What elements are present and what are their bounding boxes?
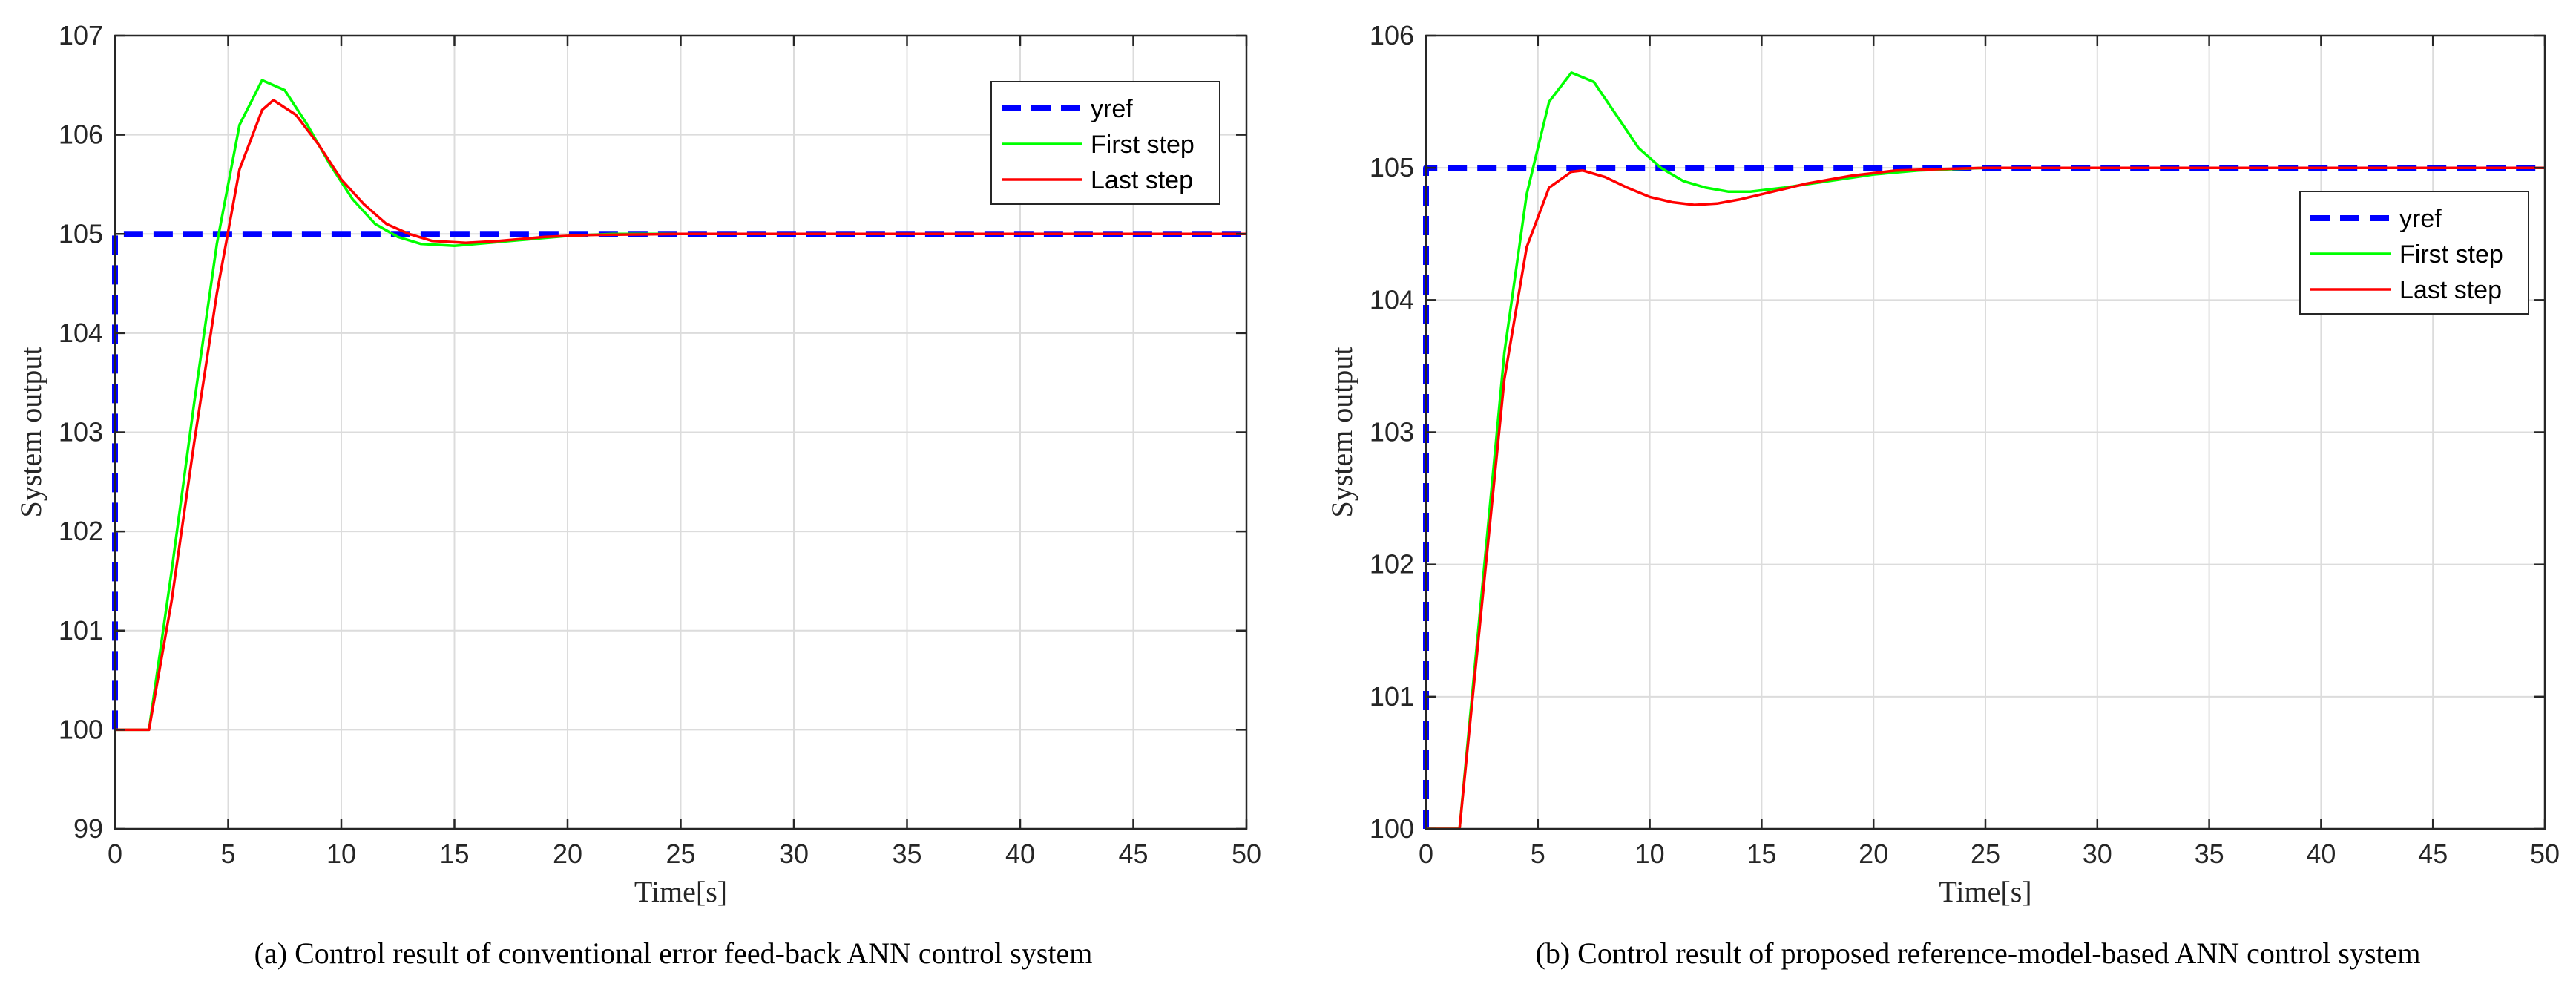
x-tick-label: 45 <box>2418 839 2448 869</box>
legend: yref First step Last step <box>2299 191 2529 315</box>
y-tick-label: 105 <box>59 218 103 249</box>
x-axis-label: Time[s] <box>1939 875 2031 908</box>
y-tick-label: 100 <box>59 714 103 744</box>
y-tick-label: 105 <box>1370 152 1414 183</box>
y-axis-label: System output <box>14 347 47 517</box>
y-axis: 100 101 102 103 104 105 106 <box>1370 20 2545 844</box>
figure-caption: (b) Control result of proposed reference… <box>1536 937 2421 970</box>
x-tick-label: 25 <box>1971 839 2000 869</box>
y-axis: 99 100 101 102 103 104 105 106 107 <box>59 20 1246 844</box>
x-tick-label: 30 <box>779 839 809 869</box>
x-tick-label: 15 <box>1747 839 1776 869</box>
x-tick-label: 50 <box>2530 839 2560 869</box>
legend-label: yref <box>1091 95 1133 123</box>
x-tick-label: 0 <box>108 839 122 869</box>
x-tick-label: 35 <box>2195 839 2224 869</box>
series-line-last-step <box>1426 166 2545 830</box>
x-tick-label: 5 <box>220 839 235 869</box>
x-tick-label: 40 <box>1005 839 1035 869</box>
y-tick-label: 101 <box>1370 681 1414 712</box>
legend-label: First step <box>2399 240 2503 269</box>
y-tick-label: 106 <box>59 119 103 150</box>
x-tick-label: 20 <box>553 839 582 869</box>
legend-label: yref <box>2399 205 2442 233</box>
x-tick-label: 20 <box>1859 839 1888 869</box>
x-tick-label: 10 <box>1635 839 1665 869</box>
y-tick-label: 102 <box>1370 549 1414 580</box>
y-tick-label: 102 <box>59 516 103 546</box>
x-tick-label: 0 <box>1419 839 1433 869</box>
y-tick-label: 104 <box>1370 284 1414 315</box>
figure-caption: (a) Control result of conventional error… <box>254 937 1093 970</box>
x-tick-label: 30 <box>2083 839 2112 869</box>
x-tick-label: 25 <box>666 839 695 869</box>
x-tick-label: 10 <box>326 839 356 869</box>
x-tick-label: 15 <box>439 839 469 869</box>
x-tick-label: 45 <box>1118 839 1148 869</box>
x-axis: 0 5 10 15 20 25 30 35 40 45 50 <box>108 36 1261 869</box>
y-tick-label: 107 <box>59 20 103 50</box>
x-tick-label: 5 <box>1531 839 1545 869</box>
y-tick-label: 104 <box>59 318 103 348</box>
y-tick-label: 103 <box>59 417 103 447</box>
y-tick-label: 100 <box>1370 813 1414 844</box>
y-axis-label: System output <box>1325 347 1358 517</box>
series-line-last-step <box>115 99 1246 732</box>
chart-panel-b: 0 5 10 15 20 25 30 35 40 45 5010010110210310410510… <box>1325 20 2560 970</box>
y-tick-label: 106 <box>1370 20 1414 50</box>
x-tick-label: 35 <box>892 839 921 869</box>
legend-label: Last step <box>2399 276 2502 304</box>
legend: yref First step Last step <box>990 81 1220 205</box>
x-tick-label: 40 <box>2306 839 2336 869</box>
legend-label: Last step <box>1091 166 1193 194</box>
y-tick-label: 99 <box>73 813 103 844</box>
chart-panel-a: 0 5 10 15 20 25 30 35 40 45 50 99 100 101 102 103 104 105… <box>14 20 1261 970</box>
x-tick-label: 50 <box>1232 839 1261 869</box>
legend-label: First step <box>1091 131 1195 159</box>
x-axis: 0 5 10 15 20 25 30 35 40 45 50 <box>1419 36 2560 869</box>
x-axis-label: Time[s] <box>634 875 727 908</box>
y-tick-label: 103 <box>1370 417 1414 447</box>
y-tick-label: 101 <box>59 615 103 646</box>
